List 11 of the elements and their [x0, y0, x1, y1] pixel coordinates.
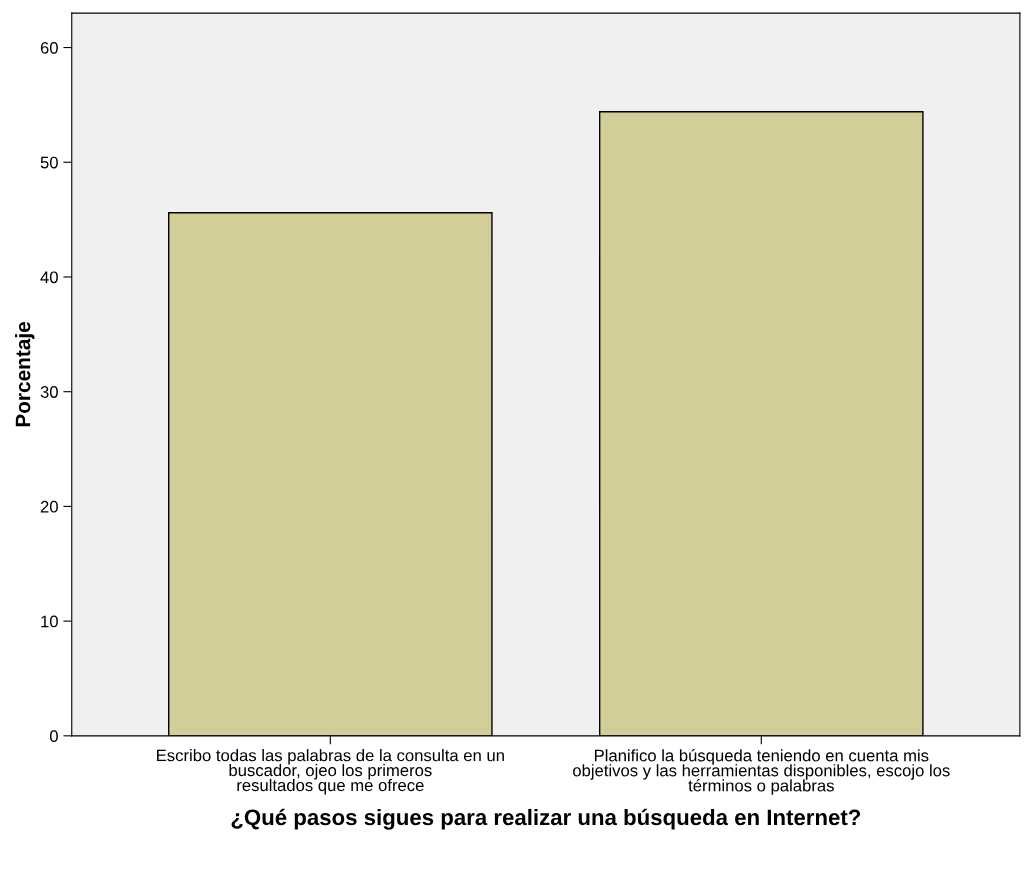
y-tick-label: 60: [40, 41, 58, 54]
y-axis-title: Porcentaje: [15, 321, 35, 427]
y-tick-label: 0: [49, 730, 58, 743]
x-tick-label: Escribo todas las palabras de la consulta en un buscador, ojeo los primeros resultados que me ofrece: [157, 749, 504, 795]
y-tick-label: 20: [40, 500, 58, 513]
x-tick-label: Planifico la búsqueda teniendo en cuenta mis objetivos y las herramientas disponibles, escojo los términos o palabras: [573, 749, 950, 795]
y-tick-label: 40: [40, 271, 58, 284]
y-tick-label: 50: [40, 156, 58, 169]
y-tick-label: 30: [40, 386, 58, 398]
y-tick-label: 10: [41, 615, 58, 628]
x-axis-title: ¿Qué pasos sigues para realizar una búsqueda en Internet?: [231, 808, 861, 830]
